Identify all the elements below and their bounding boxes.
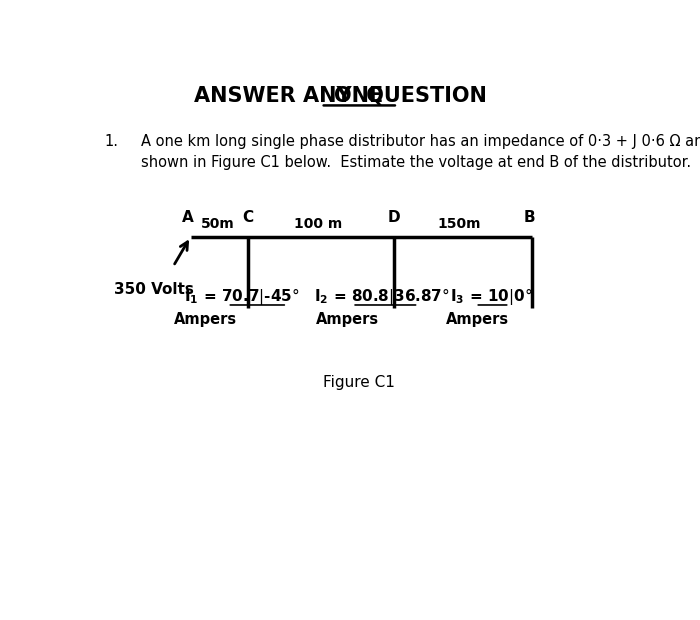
Text: A: A	[182, 210, 194, 225]
Text: C: C	[242, 210, 253, 225]
Text: 350 Volts: 350 Volts	[113, 281, 193, 297]
Text: Ampers: Ampers	[316, 312, 379, 327]
Text: ONE: ONE	[334, 86, 384, 106]
Text: $\mathbf{I_3}$ = 10$|$0$°$: $\mathbf{I_3}$ = 10$|$0$°$	[450, 286, 532, 307]
Text: QUESTION: QUESTION	[358, 86, 486, 106]
Text: ANSWER ANY: ANSWER ANY	[194, 86, 358, 106]
Text: Figure C1: Figure C1	[323, 375, 395, 390]
Text: 150m: 150m	[438, 217, 481, 231]
Text: 50m: 50m	[201, 217, 234, 231]
Text: $\mathbf{I_1}$ = 70.7$|$-45$°$: $\mathbf{I_1}$ = 70.7$|$-45$°$	[184, 286, 300, 307]
Text: $\mathbf{I_2}$ = 80.8$|$36.87$°$: $\mathbf{I_2}$ = 80.8$|$36.87$°$	[314, 286, 450, 307]
Text: B: B	[524, 210, 536, 225]
Text: A one km long single phase distributor has an impedance of 0·3 + J 0·6 Ω and it : A one km long single phase distributor h…	[141, 134, 700, 149]
Text: Ampers: Ampers	[445, 312, 509, 327]
Text: Ampers: Ampers	[174, 312, 237, 327]
Text: 100 m: 100 m	[294, 217, 342, 231]
Text: 1.: 1.	[105, 134, 119, 149]
Text: shown in Figure C1 below.  Estimate the voltage at end B of the distributor.: shown in Figure C1 below. Estimate the v…	[141, 154, 691, 170]
Text: D: D	[388, 210, 400, 225]
